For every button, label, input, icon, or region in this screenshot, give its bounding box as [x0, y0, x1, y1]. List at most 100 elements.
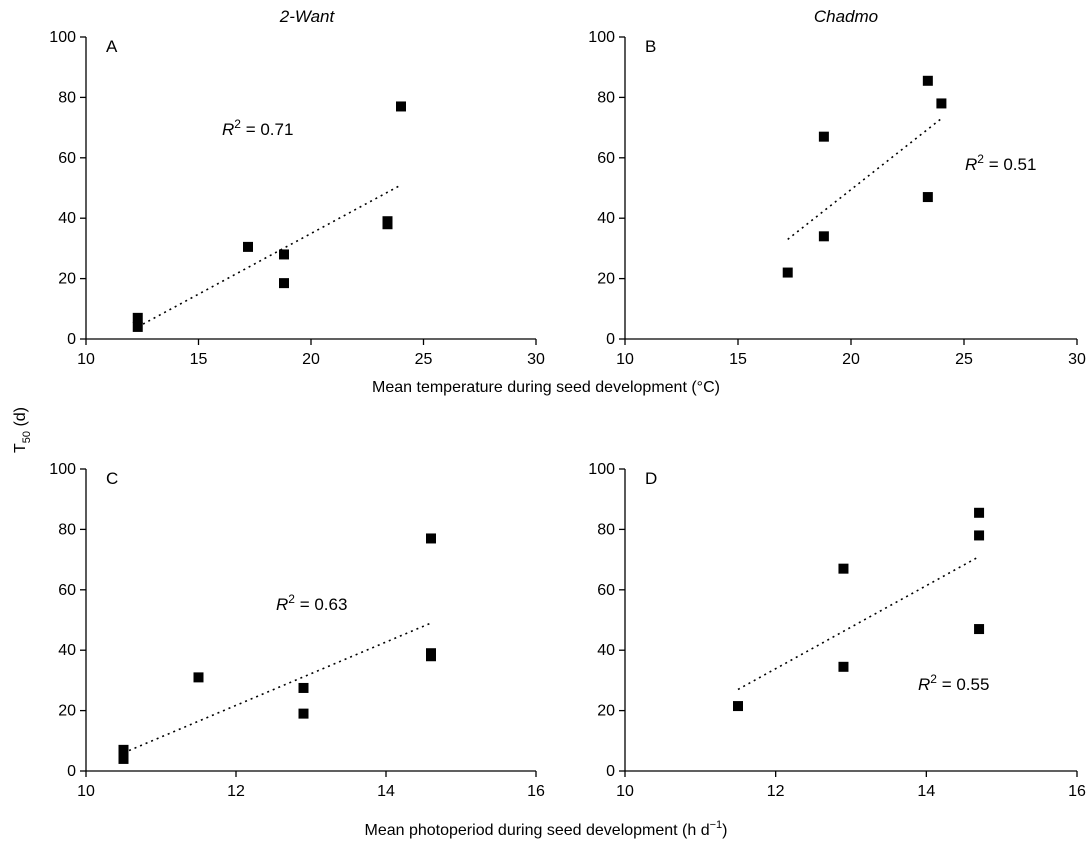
x-tick-label: 16: [1068, 783, 1086, 800]
x-tick-label: 20: [842, 351, 860, 368]
panel-letter: C: [106, 469, 118, 488]
data-point: [936, 98, 947, 109]
r-squared-letter: R: [918, 675, 930, 694]
x-tick-label: 10: [616, 783, 634, 800]
y-tick-label: 20: [597, 703, 615, 720]
r-squared-annotation: R2 = 0.63: [276, 592, 347, 614]
y-tick-label: 60: [597, 150, 615, 167]
y-tick-label: 80: [597, 521, 615, 538]
y-tick-label: 100: [588, 29, 615, 46]
data-point: [243, 241, 253, 252]
r-squared-superscript: 2: [234, 117, 241, 131]
trendline: [787, 117, 942, 240]
y-tick-label: 20: [597, 271, 615, 288]
data-point: [818, 131, 829, 142]
r-squared-annotation: R2 = 0.71: [222, 117, 293, 139]
y-tick-label: 0: [606, 331, 615, 348]
panel-letter: D: [645, 469, 657, 488]
data-point: [818, 231, 829, 242]
y-tick-label: 0: [606, 763, 615, 780]
data-point: [974, 530, 985, 541]
bottom-x-axis-label-sup: −1: [710, 819, 723, 831]
trendline: [123, 622, 432, 754]
shared-y-axis-label-sub: 50: [21, 431, 33, 443]
x-tick-label: 25: [955, 351, 973, 368]
data-point: [396, 101, 406, 112]
y-tick-label: 60: [58, 582, 76, 599]
data-point: [118, 753, 129, 764]
y-tick-label: 40: [58, 642, 76, 659]
x-tick-label: 16: [527, 783, 545, 800]
x-tick-label: 20: [302, 351, 320, 368]
r-squared-value: = 0.71: [241, 120, 293, 139]
data-point: [193, 672, 204, 683]
bottom-x-axis-label-tail: ): [722, 822, 727, 839]
shared-y-axis-label-main: T: [12, 443, 29, 453]
r-squared-value: = 0.51: [984, 155, 1036, 174]
r-squared-letter: R: [222, 120, 234, 139]
y-tick-label: 0: [67, 763, 76, 780]
y-tick-label: 20: [58, 271, 76, 288]
bottom-x-axis-label: Mean photoperiod during seed development…: [365, 819, 728, 839]
data-point: [426, 651, 436, 662]
r-squared-annotation: R2 = 0.51: [965, 152, 1036, 174]
panel-letter: B: [645, 37, 656, 56]
y-tick-label: 0: [67, 331, 76, 348]
panel-title: 2-Want: [279, 7, 336, 26]
data-point: [118, 744, 129, 755]
panel-c: 0 20 40 60 80 100 10 12 14 16 C R2 = 0.63: [49, 461, 545, 800]
x-tick-label: 12: [227, 783, 245, 800]
y-tick-label: 60: [58, 150, 76, 167]
data-point: [298, 708, 309, 719]
y-tick-label: 40: [597, 210, 615, 227]
r-squared-annotation: R2 = 0.55: [918, 672, 989, 694]
y-tick-label: 100: [588, 461, 615, 478]
data-point: [132, 321, 143, 332]
y-tick-label: 20: [58, 703, 76, 720]
data-point: [279, 278, 289, 289]
trendline: [137, 184, 402, 328]
r-squared-superscript: 2: [930, 672, 937, 686]
data-point: [974, 507, 985, 518]
data-point: [974, 624, 985, 635]
r-squared-superscript: 2: [288, 592, 295, 606]
x-tick-label: 12: [767, 783, 785, 800]
x-tick-label: 10: [77, 351, 95, 368]
data-point: [838, 661, 849, 672]
data-point: [382, 219, 393, 230]
top-x-axis-label: Mean temperature during seed development…: [372, 379, 720, 396]
y-tick-label: 60: [597, 582, 615, 599]
panel-b: 0 20 40 60 80 100 10 15 20 25 30 B Chadmo R2 = 0.51: [588, 7, 1086, 368]
data-point: [279, 249, 289, 260]
trendline: [737, 555, 980, 691]
y-tick-label: 100: [49, 29, 76, 46]
x-tick-label: 10: [616, 351, 634, 368]
r-squared-superscript: 2: [977, 152, 984, 166]
y-tick-label: 80: [58, 89, 76, 106]
r-squared-letter: R: [965, 155, 977, 174]
y-tick-label: 40: [597, 642, 615, 659]
x-tick-label: 15: [729, 351, 747, 368]
x-tick-label: 15: [190, 351, 208, 368]
data-point: [922, 75, 933, 86]
x-tick-label: 30: [1068, 351, 1086, 368]
x-tick-label: 25: [415, 351, 433, 368]
r-squared-value: = 0.63: [295, 595, 347, 614]
shared-y-axis-label-tail: (d): [12, 407, 29, 431]
panel-title: Chadmo: [814, 7, 878, 26]
x-tick-label: 14: [377, 783, 395, 800]
shared-y-axis-label: T50 (d): [12, 407, 33, 453]
x-tick-label: 14: [917, 783, 935, 800]
x-tick-label: 30: [527, 351, 545, 368]
data-point: [782, 267, 793, 278]
panel-letter: A: [106, 37, 118, 56]
y-tick-label: 40: [58, 210, 76, 227]
data-point: [132, 312, 143, 323]
r-squared-letter: R: [276, 595, 288, 614]
panel-d: 0 20 40 60 80 100 10 12 14 16 D R2 = 0.55: [588, 461, 1086, 800]
data-point: [426, 533, 436, 544]
bottom-x-axis-label-main: Mean photoperiod during seed development…: [365, 822, 710, 839]
data-point: [838, 563, 849, 574]
